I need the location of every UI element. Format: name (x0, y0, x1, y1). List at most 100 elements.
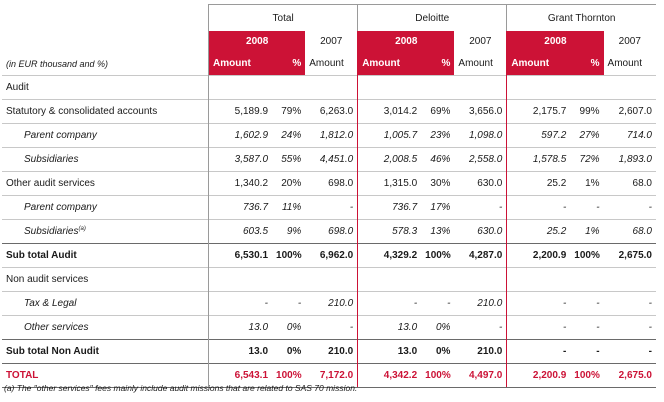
cell-value: 2,200.9 (506, 243, 571, 268)
row-label-text: TOTAL (6, 370, 39, 381)
year-current-grant-thornton: 2008 (506, 31, 604, 52)
row-label: Other audit services (2, 171, 209, 196)
cell-value: 4,329.2 (357, 243, 422, 268)
row-label-text: Other audit services (6, 178, 95, 189)
cell-value: - (603, 195, 656, 220)
cell-value: 1,005.7 (357, 123, 422, 148)
cell-value: - (421, 291, 455, 316)
cell-value: 0% (421, 339, 455, 364)
cell-value (208, 267, 273, 292)
row-label: Tax & Legal (2, 291, 209, 316)
year-prev-grant-thornton: 2007 (603, 31, 656, 52)
cell-value: 6,543.1 (208, 363, 273, 388)
cell-value: 100% (421, 243, 455, 268)
cell-value: 3,587.0 (208, 147, 273, 172)
amount-header: Amount (603, 52, 656, 76)
cell-value: 0% (272, 339, 306, 364)
cell-value: 2,008.5 (357, 147, 422, 172)
cell-value: 1,578.5 (506, 147, 571, 172)
cell-value: 6,263.0 (305, 99, 359, 124)
cell-value: - (357, 291, 422, 316)
cell-value: 578.3 (357, 219, 422, 244)
cell-value (357, 75, 422, 100)
row-label-text: Statutory & consolidated accounts (6, 106, 158, 117)
amount-header: Amount (454, 52, 508, 76)
amount-header: Amount (208, 52, 273, 76)
cell-value (570, 75, 604, 100)
cell-value: 6,962.0 (305, 243, 359, 268)
cell-value: 736.7 (357, 195, 422, 220)
row-label: Other services (2, 315, 209, 340)
table-row: Non audit services (2, 267, 656, 292)
cell-value: - (603, 291, 656, 316)
table-row: Parent company 736.7 11% -736.7 17% - - - - (2, 195, 656, 220)
row-label-text: Subsidiaries (24, 226, 79, 237)
fees-table: Total Deloitte Grant Thornton 2008 2007 … (2, 4, 656, 388)
cell-value (272, 75, 306, 100)
table-body: Audit Statutory & consolidated accounts 5,… (2, 75, 656, 388)
cell-value: - (454, 315, 508, 340)
cell-value: 100% (421, 363, 455, 388)
cell-value: 11% (272, 195, 306, 220)
cell-value: 4,497.0 (454, 363, 508, 388)
row-label: Audit (2, 75, 209, 100)
table-row: Other audit services 1,340.2 20% 698.0 1,315… (2, 171, 656, 196)
cell-value (421, 75, 455, 100)
cell-value: 99% (570, 99, 604, 124)
row-label-text: Other services (24, 322, 89, 333)
cell-value: 4,287.0 (454, 243, 508, 268)
total-row: TOTAL 6,543.1 100% 7,172.0 4,342.2 100% 4,497.… (2, 363, 656, 388)
row-label: Subsidiaries (2, 147, 209, 172)
cell-value: 630.0 (454, 219, 508, 244)
cell-value: 23% (421, 123, 455, 148)
group-header-total: Total (208, 4, 358, 31)
cell-value: 6,530.1 (208, 243, 273, 268)
cell-value: 100% (570, 243, 604, 268)
cell-value: 27% (570, 123, 604, 148)
row-label-text: Parent company (24, 130, 97, 141)
cell-value: 9% (272, 219, 306, 244)
cell-value: 1,893.0 (603, 147, 656, 172)
cell-value: 69% (421, 99, 455, 124)
year-current-total: 2008 (208, 31, 306, 52)
row-label: Non audit services (2, 267, 209, 292)
cell-value: 2,675.0 (603, 243, 656, 268)
cell-value: 24% (272, 123, 306, 148)
cell-value (506, 75, 571, 100)
cell-value: 72% (570, 147, 604, 172)
cell-value: 46% (421, 147, 455, 172)
table-row: Statutory & consolidated accounts 5,189.9… (2, 99, 656, 124)
cell-value: - (506, 195, 571, 220)
cell-value: 698.0 (305, 171, 359, 196)
cell-value (421, 267, 455, 292)
unit-label: (in EUR thousand and %) (6, 58, 109, 69)
cell-value: 4,342.2 (357, 363, 422, 388)
cell-value: 0% (421, 315, 455, 340)
pct-header: % (421, 52, 455, 76)
cell-value (603, 267, 656, 292)
cell-value: 210.0 (305, 339, 359, 364)
cell-value: 210.0 (305, 291, 359, 316)
cell-value: 1,812.0 (305, 123, 359, 148)
cell-value: 2,558.0 (454, 147, 508, 172)
cell-value: - (208, 291, 273, 316)
cell-value: 736.7 (208, 195, 273, 220)
group-header-deloitte: Deloitte (357, 4, 507, 31)
table-row: Parent company 1,602.9 24% 1,812.0 1,005.7 23… (2, 123, 656, 148)
cell-value: 7,172.0 (305, 363, 359, 388)
row-label-text: Non audit services (6, 274, 89, 285)
cell-value: 13.0 (357, 339, 422, 364)
cell-value: 630.0 (454, 171, 508, 196)
row-label-text: Audit (6, 82, 29, 93)
table-row: Tax & Legal - -210.0- -210.0- - - (2, 291, 656, 316)
cell-value: 0% (272, 315, 306, 340)
cell-value: 30% (421, 171, 455, 196)
year-current-deloitte: 2008 (357, 31, 455, 52)
cell-value: - (506, 315, 571, 340)
row-label: Sub total Non Audit (2, 339, 209, 364)
row-label: Statutory & consolidated accounts (2, 99, 209, 124)
cell-value: 13.0 (357, 315, 422, 340)
row-label-text: Sub total Audit (6, 250, 77, 261)
year-prev-deloitte: 2007 (454, 31, 508, 52)
cell-value: 5,189.9 (208, 99, 273, 124)
